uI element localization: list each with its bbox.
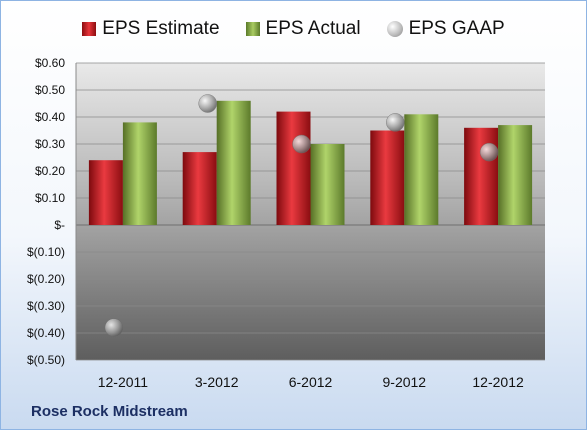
bar-eps-actual-9-2012: [404, 114, 439, 225]
legend-swatch-gaap: [386, 21, 403, 37]
legend-label-gaap: EPS GAAP: [408, 18, 505, 39]
marker-eps-gaap-6-2012: [292, 134, 311, 154]
y-tick-label: $0.40: [35, 110, 65, 124]
marker-eps-gaap-3-2012: [198, 94, 217, 113]
y-tick-label: $0.60: [35, 56, 65, 70]
bar-eps-actual-3-2012: [216, 100, 251, 225]
y-tick-label: $(0.50): [27, 353, 65, 367]
y-tick-label: $-: [54, 218, 65, 232]
y-tick-label: $(0.10): [27, 245, 65, 259]
x-tick-label: 12-2012: [472, 374, 524, 390]
bar-eps-estimate-12-2011: [88, 160, 123, 225]
bars: [88, 100, 533, 225]
x-tick-label: 9-2012: [383, 374, 427, 390]
y-tick-label: $(0.20): [27, 272, 65, 286]
x-tick-label: 3-2012: [195, 374, 239, 390]
x-axis-tick-labels: 12-2011 3-2012 6-2012 9-2012 12-2012: [98, 374, 524, 390]
marker-eps-gaap-12-2011: [104, 318, 124, 337]
bar-eps-actual-6-2012: [310, 144, 345, 225]
y-tick-label: $(0.30): [27, 299, 65, 313]
y-tick-label: $0.10: [35, 191, 65, 205]
y-tick-label: $0.20: [35, 164, 65, 178]
bar-eps-estimate-3-2012: [182, 152, 217, 225]
y-tick-label: $(0.40): [27, 326, 65, 340]
legend-label-estimate: EPS Estimate: [102, 18, 220, 39]
y-axis-tick-labels: $0.60 $0.50 $0.40 $0.30 $0.20 $0.10 $- $(0.10) $…: [27, 56, 65, 367]
y-tick-label: $0.50: [35, 83, 65, 97]
legend-label-actual: EPS Actual: [265, 18, 361, 39]
bar-eps-actual-12-2011: [122, 122, 157, 225]
bar-eps-estimate-9-2012: [370, 130, 405, 225]
legend-swatch-actual: [245, 22, 260, 36]
bar-eps-actual-12-2012: [498, 125, 533, 225]
company-name: Rose Rock Midstream: [31, 403, 188, 420]
legend: EPS Estimate EPS Actual EPS GAAP: [1, 15, 586, 43]
legend-swatch-estimate: [82, 22, 97, 36]
legend-item-estimate: EPS Estimate: [82, 18, 220, 40]
x-tick-label: 6-2012: [289, 374, 333, 390]
x-tick-label: 12-2011: [98, 374, 149, 390]
gaap-markers: [104, 94, 499, 337]
legend-item-gaap: EPS GAAP: [386, 18, 505, 40]
marker-eps-gaap-12-2012: [479, 142, 499, 162]
y-tick-label: $0.30: [35, 137, 65, 151]
legend-item-actual: EPS Actual: [245, 18, 361, 40]
bar-eps-estimate-12-2012: [464, 127, 499, 225]
marker-eps-gaap-9-2012: [386, 113, 405, 132]
bar-eps-estimate-6-2012: [276, 111, 311, 225]
